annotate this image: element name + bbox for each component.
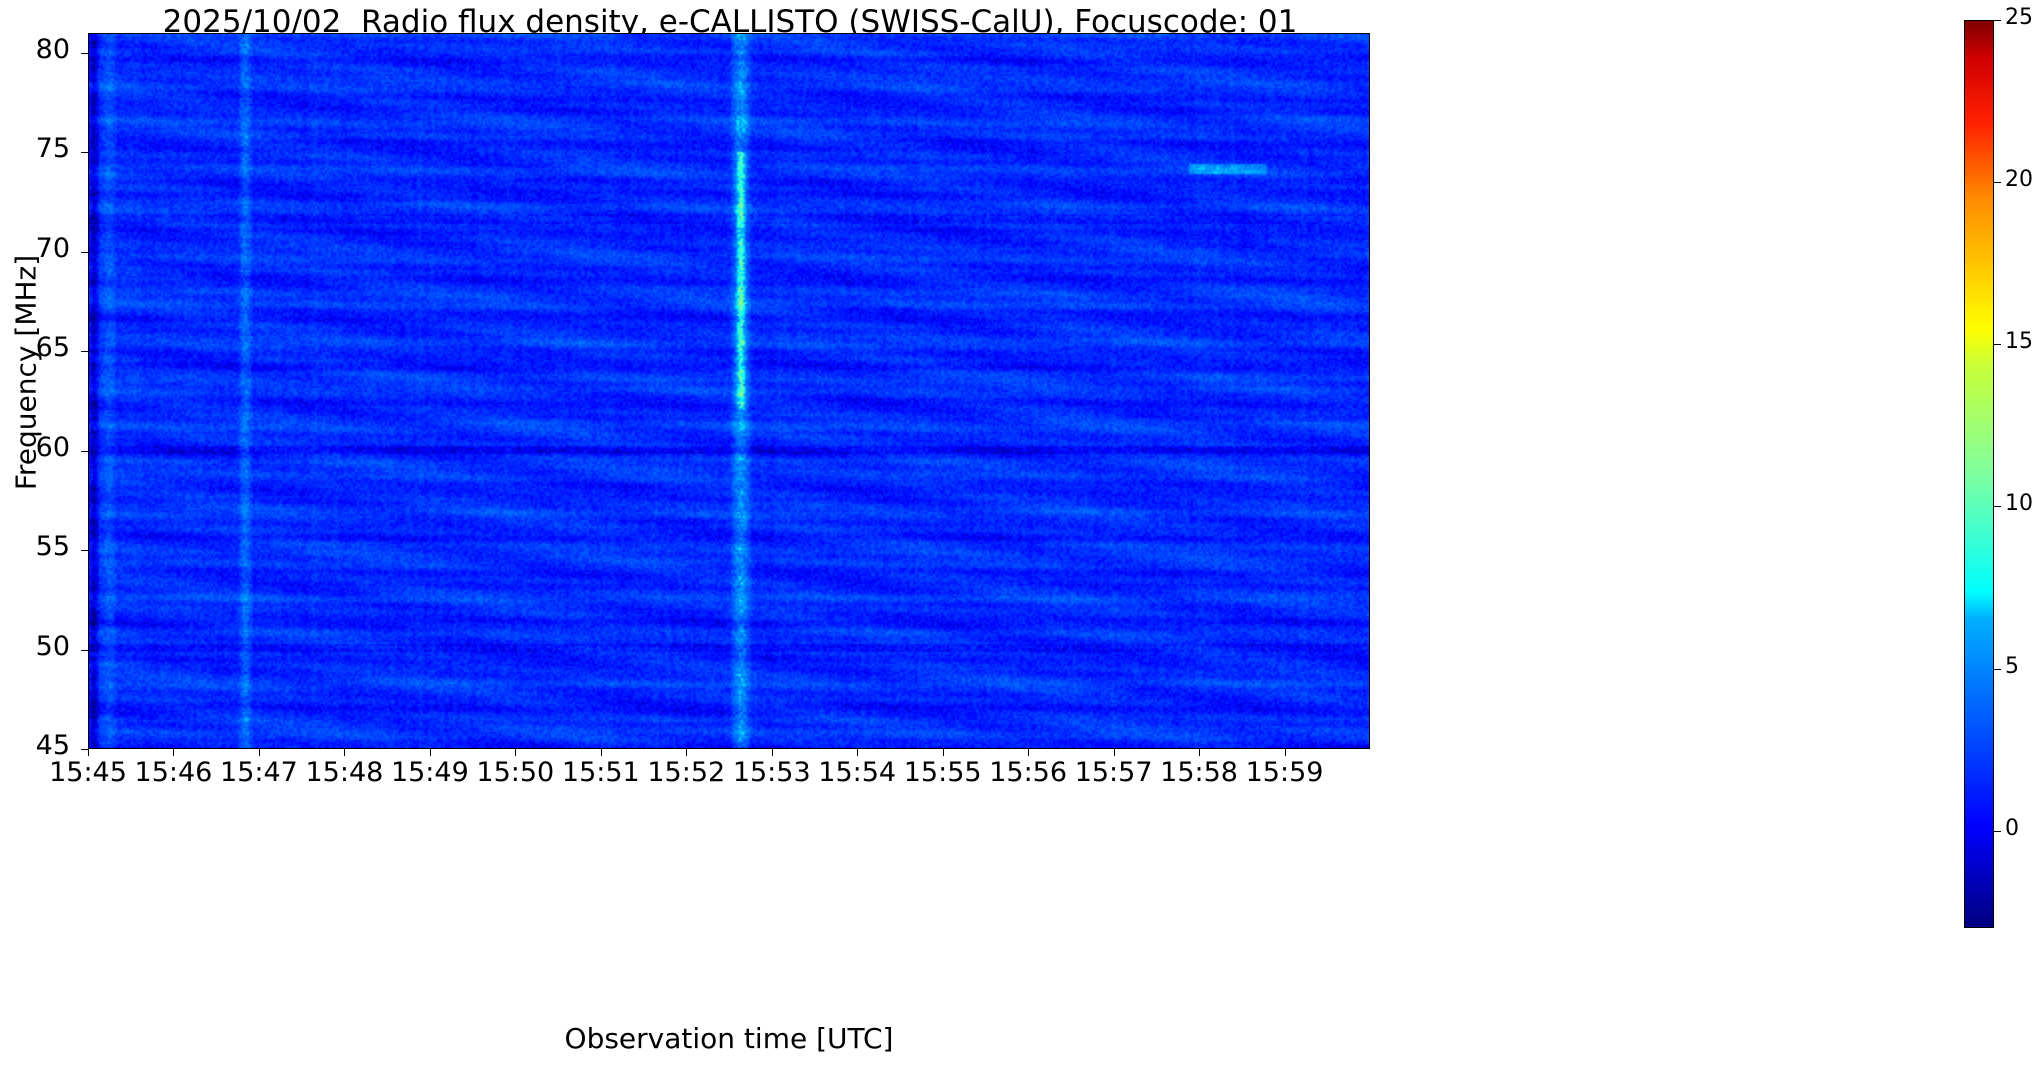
spectrogram-axes[interactable] — [88, 33, 1370, 749]
x-tick-mark — [259, 749, 260, 756]
x-tick-mark — [173, 749, 174, 756]
colorbar-tick-label: 25 — [2005, 5, 2033, 30]
colorbar-image — [1965, 21, 1993, 927]
x-tick-label: 15:49 — [390, 757, 469, 788]
x-tick-label: 15:46 — [134, 757, 213, 788]
x-tick-label: 15:52 — [647, 757, 726, 788]
x-tick-label: 15:48 — [305, 757, 384, 788]
x-tick-mark — [1114, 749, 1115, 756]
x-tick-mark — [857, 749, 858, 756]
x-tick-mark — [772, 749, 773, 756]
x-tick-label: 15:50 — [476, 757, 555, 788]
y-tick-label: 45 — [35, 730, 70, 761]
x-tick-label: 15:56 — [989, 757, 1068, 788]
x-tick-label: 15:53 — [732, 757, 811, 788]
colorbar-tick-label: 0 — [2005, 815, 2019, 841]
x-tick-mark — [344, 749, 345, 756]
x-tick-label: 15:47 — [220, 757, 298, 788]
y-tick-label: 75 — [35, 133, 70, 165]
colorbar-tick-mark — [1994, 831, 2001, 832]
y-tick-mark — [81, 749, 88, 750]
x-tick-label: 15:45 — [49, 757, 127, 788]
y-tick-label: 50 — [35, 630, 70, 662]
x-tick-label: 15:58 — [1160, 757, 1238, 788]
colorbar-gradient — [1964, 20, 1994, 928]
y-tick-mark — [81, 152, 88, 153]
colorbar-tick-label: 5 — [2005, 653, 2019, 679]
x-tick-mark — [1285, 749, 1286, 756]
colorbar-tick-label: 10 — [2005, 491, 2033, 517]
x-tick-mark — [1028, 749, 1029, 756]
x-tick-mark — [686, 749, 687, 756]
x-tick-mark — [601, 749, 602, 756]
y-tick-mark — [81, 451, 88, 452]
x-tick-label: 15:54 — [818, 757, 897, 788]
x-tick-label: 15:59 — [1245, 757, 1324, 788]
y-tick-mark — [81, 53, 88, 54]
y-tick-label: 55 — [35, 531, 70, 563]
x-tick-mark — [1199, 749, 1200, 756]
x-tick-mark — [943, 749, 944, 756]
colorbar-tick-mark — [1994, 506, 2001, 507]
x-axis-label: Observation time [UTC] — [564, 1022, 894, 1055]
x-tick-mark — [430, 749, 431, 756]
colorbar-tick-mark — [1994, 182, 2001, 183]
colorbar[interactable]: 0 5 10 15 20 25 — [1964, 5, 2033, 928]
y-tick-label: 60 — [35, 431, 70, 463]
y-tick-label: 80 — [35, 33, 70, 65]
spectrogram-image — [89, 34, 1369, 748]
colorbar-tick-label: 15 — [2005, 329, 2033, 355]
y-tick-mark — [81, 650, 88, 651]
colorbar-tick-mark — [1994, 344, 2001, 345]
y-tick-mark — [81, 550, 88, 551]
y-tick-mark — [81, 252, 88, 253]
colorbar-tick-mark — [1994, 20, 2001, 21]
y-tick-mark — [81, 351, 88, 352]
x-tick-mark — [88, 749, 89, 756]
x-tick-label: 15:55 — [903, 757, 982, 788]
x-tick-label: 15:57 — [1074, 757, 1153, 788]
x-tick-mark — [515, 749, 516, 756]
colorbar-tick-label: 20 — [2005, 167, 2033, 193]
colorbar-tick-mark — [1994, 669, 2001, 670]
y-tick-label: 65 — [35, 332, 70, 364]
x-tick-label: 15:51 — [561, 757, 640, 788]
y-tick-label: 70 — [35, 232, 70, 264]
